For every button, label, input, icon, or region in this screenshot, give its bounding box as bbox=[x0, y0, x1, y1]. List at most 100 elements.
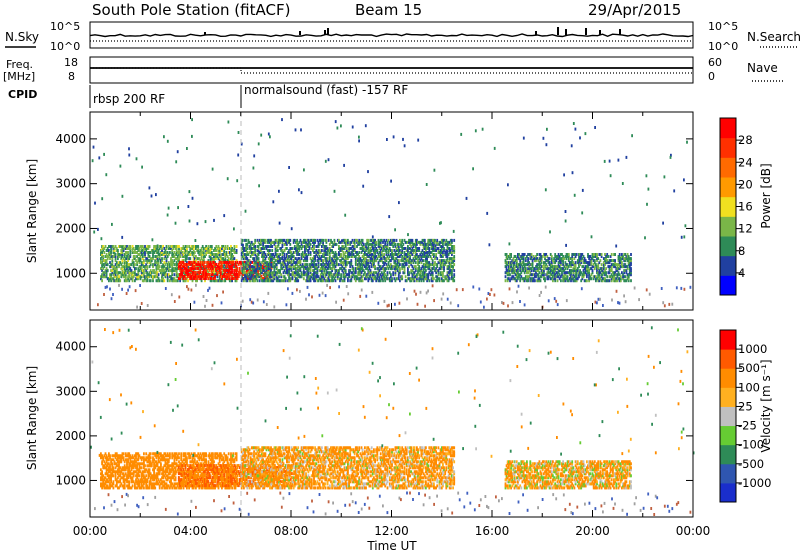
echo-cell bbox=[580, 287, 583, 291]
echo-cell bbox=[233, 263, 236, 267]
echo-cell bbox=[393, 253, 396, 256]
echo-cell bbox=[416, 249, 418, 252]
echo-cell bbox=[315, 277, 318, 281]
echo-cell bbox=[329, 286, 331, 290]
echo-cell bbox=[524, 267, 527, 271]
echo-cell bbox=[328, 279, 331, 283]
echo-cell bbox=[377, 242, 380, 246]
echo-cell bbox=[267, 253, 270, 256]
echo-cell bbox=[532, 267, 535, 271]
echo-cell bbox=[607, 279, 610, 283]
echo-cell bbox=[224, 270, 227, 274]
echo-cell bbox=[562, 275, 564, 279]
echo-cell bbox=[407, 249, 409, 252]
echo-cell bbox=[347, 238, 349, 242]
echo-cell bbox=[253, 245, 255, 248]
echo-cell bbox=[442, 240, 444, 244]
echo-cell bbox=[171, 249, 174, 252]
echo-cell bbox=[217, 257, 220, 261]
echo-cell bbox=[349, 269, 352, 273]
echo-cell bbox=[165, 253, 168, 256]
echo-cell bbox=[141, 261, 144, 265]
echo-cell bbox=[596, 301, 598, 305]
echo-cell bbox=[557, 255, 560, 258]
echo-cell bbox=[167, 269, 170, 273]
echo-cell bbox=[204, 220, 207, 224]
echo-cell bbox=[222, 257, 224, 261]
echo-cell bbox=[115, 277, 118, 281]
echo-cell bbox=[293, 251, 296, 254]
echo-cell bbox=[258, 269, 261, 273]
echo-cell bbox=[418, 249, 421, 252]
echo-cell bbox=[414, 265, 417, 269]
echo-cell bbox=[290, 273, 293, 277]
echo-cell bbox=[578, 271, 580, 275]
echo-cell bbox=[406, 297, 408, 301]
echo-cell bbox=[171, 263, 174, 267]
echo-cell bbox=[235, 267, 238, 271]
echo-cell bbox=[124, 277, 127, 281]
echo-cell bbox=[565, 277, 568, 281]
echo-cell bbox=[295, 273, 297, 277]
echo-cell bbox=[118, 261, 120, 265]
echo-cell bbox=[391, 249, 393, 252]
echo-cell bbox=[566, 263, 569, 267]
echo-cell bbox=[344, 261, 347, 265]
echo-cell bbox=[443, 238, 445, 242]
echo-cell bbox=[430, 269, 433, 273]
echo-cell bbox=[160, 251, 162, 254]
echo-cell bbox=[121, 261, 124, 265]
echo-cell bbox=[340, 261, 342, 265]
echo-cell bbox=[202, 273, 205, 276]
echo-cell bbox=[550, 261, 553, 265]
echo-cell bbox=[613, 265, 615, 269]
echo-cell bbox=[284, 240, 287, 244]
echo-cell bbox=[367, 261, 370, 265]
echo-cell bbox=[214, 269, 216, 273]
echo-cell bbox=[119, 279, 122, 283]
echo-cell bbox=[428, 263, 431, 267]
echo-cell bbox=[539, 267, 542, 271]
echo-cell bbox=[236, 273, 239, 276]
echo-cell bbox=[443, 265, 445, 269]
echo-cell bbox=[445, 251, 448, 254]
echo-cell bbox=[427, 289, 429, 293]
echo-cell bbox=[384, 249, 387, 252]
echo-cell bbox=[360, 271, 363, 275]
echo-cell bbox=[192, 270, 195, 274]
echo-cell bbox=[333, 242, 336, 246]
echo-cell bbox=[244, 277, 246, 281]
echo-cell bbox=[284, 257, 287, 261]
echo-cell bbox=[249, 275, 252, 279]
echo-cell bbox=[638, 298, 640, 302]
echo-cell bbox=[145, 271, 148, 275]
echo-cell bbox=[164, 271, 167, 275]
echo-cell bbox=[370, 265, 373, 269]
echo-cell bbox=[416, 257, 418, 261]
echo-cell bbox=[154, 245, 157, 248]
echo-cell bbox=[582, 273, 585, 277]
echo-cell bbox=[256, 249, 259, 252]
echo-cell bbox=[166, 251, 169, 254]
echo-cell bbox=[357, 277, 359, 281]
echo-cell bbox=[267, 267, 270, 271]
echo-cell bbox=[203, 273, 206, 276]
echo-cell bbox=[136, 263, 138, 267]
echo-cell bbox=[188, 190, 191, 194]
echo-cell bbox=[271, 271, 274, 275]
echo-cell bbox=[518, 263, 520, 267]
echo-cell bbox=[153, 263, 155, 267]
echo-cell bbox=[172, 245, 175, 248]
echo-cell bbox=[436, 247, 439, 250]
nsearch-tick-bottom: 10^0 bbox=[708, 40, 738, 53]
echo-cell bbox=[102, 255, 105, 258]
echo-cell bbox=[240, 249, 243, 252]
echo-cell bbox=[423, 242, 426, 246]
echo-cell bbox=[163, 279, 166, 283]
echo-cell bbox=[446, 253, 449, 256]
echo-cell bbox=[605, 257, 607, 261]
echo-cell bbox=[423, 255, 426, 258]
echo-cell bbox=[230, 263, 232, 267]
echo-cell bbox=[260, 275, 263, 278]
echo-cell bbox=[410, 240, 413, 244]
